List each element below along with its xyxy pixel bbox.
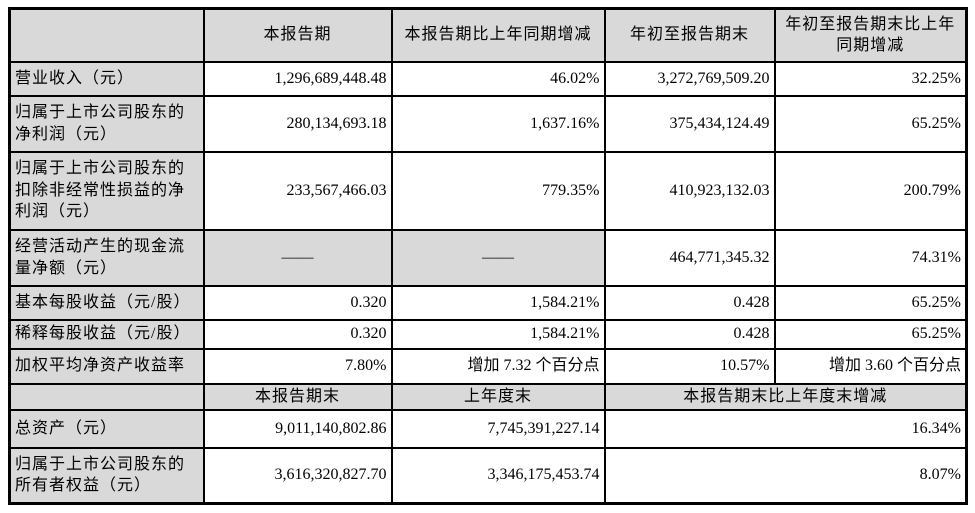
cell-ytd-yoy: 74.31%	[773, 228, 968, 287]
header-current-period-yoy: 本报告期比上年同期增减	[390, 7, 606, 63]
header-current-period: 本报告期	[202, 7, 393, 63]
table-row-net-profit: 归属于上市公司股东的 净利润（元） 280,134,693.18 1,637.1…	[8, 94, 968, 153]
header-end-of-prior-year: 上年度末	[390, 382, 606, 411]
row-label: 营业收入（元）	[8, 60, 205, 97]
cell-yoy: 1,637.16%	[390, 94, 606, 153]
cell-end-of-prior-year: 3,346,175,453.74	[390, 446, 606, 505]
cell-change: 16.34%	[603, 408, 968, 449]
cell-yoy: 增加 7.32 个百分点	[390, 347, 606, 385]
cell-current: 1,296,689,448.48	[202, 60, 393, 97]
cell-yoy: 1,584.21%	[390, 284, 606, 321]
table-row-net-profit-excl-nonrecurring: 归属于上市公司股东的 扣除非经常性损益的净 利润（元） 233,567,466.…	[8, 150, 968, 231]
corner-cell	[8, 7, 205, 63]
cell-current: 0.320	[202, 284, 393, 321]
row-label: 加权平均净资产收益率	[8, 347, 205, 385]
row-label: 总资产（元）	[8, 408, 205, 449]
cell-current: 233,567,466.03	[202, 150, 393, 231]
cell-ytd-yoy: 65.25%	[773, 94, 968, 153]
cell-ytd: 0.428	[603, 284, 776, 321]
table-row-basic-eps: 基本每股收益（元/股） 0.320 1,584.21% 0.428 65.25%	[8, 284, 968, 321]
header-ytd: 年初至报告期末	[603, 7, 776, 63]
cell-yoy: 46.02%	[390, 60, 606, 97]
row-label: 基本每股收益（元/股）	[8, 284, 205, 321]
row-label: 稀释每股收益（元/股）	[8, 318, 205, 350]
cell-ytd: 410,923,132.03	[603, 150, 776, 231]
row-label: 归属于上市公司股东的 净利润（元）	[8, 94, 205, 153]
key-financials-table: 本报告期 本报告期比上年同期增减 年初至报告期末 年初至报告期末比上年 同期增减…	[8, 7, 968, 505]
cell-current: 280,134,693.18	[202, 94, 393, 153]
period-header-row: 本报告期 本报告期比上年同期增减 年初至报告期末 年初至报告期末比上年 同期增减	[8, 7, 968, 63]
row-label: 经营活动产生的现金流 量净额（元）	[8, 228, 205, 287]
header-ytd-yoy: 年初至报告期末比上年 同期增减	[773, 7, 968, 63]
cell-ytd-yoy: 65.25%	[773, 284, 968, 321]
cell-end-of-prior-year: 7,745,391,227.14	[390, 408, 606, 449]
cell-yoy: 1,584.21%	[390, 318, 606, 350]
cell-yoy: 779.35%	[390, 150, 606, 231]
cell-current-dash: ——	[202, 228, 393, 287]
cell-end-of-period: 9,011,140,802.86	[202, 408, 393, 449]
row-label: 归属于上市公司股东的 所有者权益（元）	[8, 446, 205, 505]
cell-ytd: 10.57%	[603, 347, 776, 385]
table-row-operating-cash-flow: 经营活动产生的现金流 量净额（元） —— —— 464,771,345.32 7…	[8, 228, 968, 287]
row-label: 归属于上市公司股东的 扣除非经常性损益的净 利润（元）	[8, 150, 205, 231]
table-row-revenue: 营业收入（元） 1,296,689,448.48 46.02% 3,272,76…	[8, 60, 968, 97]
cell-yoy-dash: ——	[390, 228, 606, 287]
header-end-of-period: 本报告期末	[202, 382, 393, 411]
cell-end-of-period: 3,616,320,827.70	[202, 446, 393, 505]
cell-current: 0.320	[202, 318, 393, 350]
table-row-weighted-roe: 加权平均净资产收益率 7.80% 增加 7.32 个百分点 10.57% 增加 …	[8, 347, 968, 385]
table-row-shareholders-equity: 归属于上市公司股东的 所有者权益（元） 3,616,320,827.70 3,3…	[8, 446, 968, 505]
cell-ytd-yoy: 200.79%	[773, 150, 968, 231]
table-row-total-assets: 总资产（元） 9,011,140,802.86 7,745,391,227.14…	[8, 408, 968, 449]
cell-ytd: 3,272,769,509.20	[603, 60, 776, 97]
cell-ytd: 0.428	[603, 318, 776, 350]
table-row-diluted-eps: 稀释每股收益（元/股） 0.320 1,584.21% 0.428 65.25%	[8, 318, 968, 350]
cell-ytd: 375,434,124.49	[603, 94, 776, 153]
header-change-vs-prior-year-end: 本报告期末比上年度末增减	[603, 382, 968, 411]
corner-cell	[8, 382, 205, 411]
cell-ytd-yoy: 32.25%	[773, 60, 968, 97]
cell-change: 8.07%	[603, 446, 968, 505]
cell-current: 7.80%	[202, 347, 393, 385]
balance-header-row: 本报告期末 上年度末 本报告期末比上年度末增减	[8, 382, 968, 411]
cell-ytd-yoy: 65.25%	[773, 318, 968, 350]
cell-ytd-yoy: 增加 3.60 个百分点	[773, 347, 968, 385]
cell-ytd: 464,771,345.32	[603, 228, 776, 287]
